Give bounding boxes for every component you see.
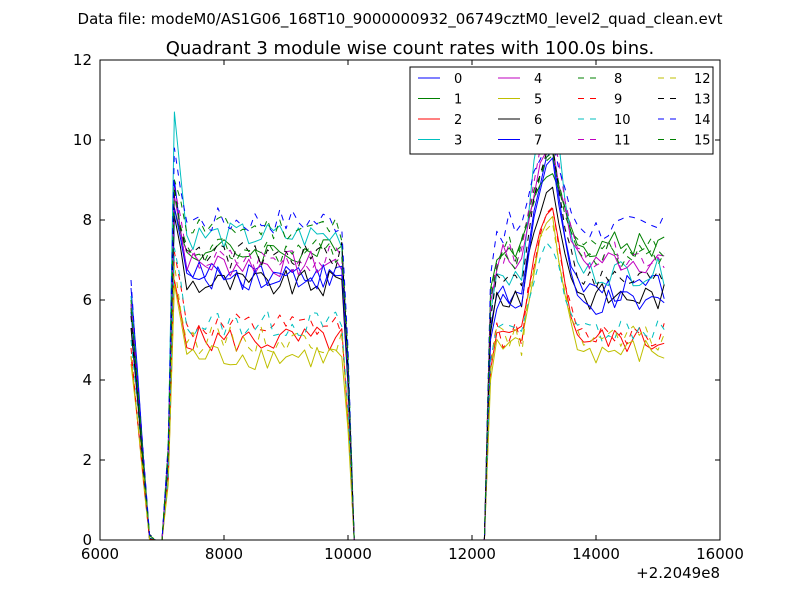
series-line-3 bbox=[130, 94, 665, 540]
series-line-10 bbox=[130, 241, 665, 540]
series-line-2 bbox=[130, 207, 665, 540]
legend-label: 10 bbox=[614, 113, 631, 128]
y-tick-label: 10 bbox=[73, 131, 92, 149]
y-tick-label: 6 bbox=[82, 291, 92, 309]
suptitle: Data file: modeM0/AS1G06_168T10_90000009… bbox=[78, 10, 723, 29]
legend-label: 7 bbox=[534, 134, 542, 149]
x-tick-label: 10000 bbox=[324, 545, 372, 563]
legend-label: 2 bbox=[454, 113, 462, 128]
legend-label: 8 bbox=[614, 72, 622, 87]
legend-label: 3 bbox=[454, 134, 462, 149]
legend-label: 14 bbox=[694, 113, 711, 128]
legend-label: 12 bbox=[694, 72, 711, 87]
y-tick-label: 0 bbox=[82, 531, 92, 549]
series-line-1 bbox=[130, 173, 665, 540]
y-tick-label: 2 bbox=[82, 451, 92, 469]
legend-label: 1 bbox=[454, 93, 462, 108]
legend-label: 13 bbox=[694, 93, 711, 108]
series-line-8 bbox=[130, 152, 665, 540]
series-line-12 bbox=[130, 222, 665, 540]
series-line-13 bbox=[130, 145, 665, 540]
series-line-7 bbox=[130, 157, 665, 540]
y-tick-label: 12 bbox=[73, 51, 92, 69]
legend-label: 4 bbox=[534, 72, 542, 87]
series-line-0 bbox=[130, 150, 665, 540]
chart-title: Quadrant 3 module wise count rates with … bbox=[166, 38, 655, 59]
series-line-15 bbox=[130, 154, 665, 540]
y-tick-label: 8 bbox=[82, 211, 92, 229]
series-line-4 bbox=[130, 145, 665, 540]
legend-label: 5 bbox=[534, 93, 542, 108]
legend-label: 9 bbox=[614, 93, 622, 108]
x-tick-label: 12000 bbox=[448, 545, 496, 563]
x-tick-label: 14000 bbox=[572, 545, 620, 563]
series-line-11 bbox=[130, 132, 665, 540]
series-line-9 bbox=[130, 206, 665, 540]
legend-label: 15 bbox=[694, 134, 711, 149]
x-tick-label: 6000 bbox=[81, 545, 119, 563]
series-line-6 bbox=[130, 186, 665, 540]
legend-label: 0 bbox=[454, 72, 462, 87]
x-tick-label: 16000 bbox=[696, 545, 744, 563]
legend-label: 11 bbox=[614, 134, 631, 149]
series-line-5 bbox=[130, 216, 665, 540]
x-offset-label: +2.2049e8 bbox=[636, 564, 720, 582]
y-tick-label: 4 bbox=[82, 371, 92, 389]
legend-label: 6 bbox=[534, 113, 542, 128]
series-layer bbox=[130, 94, 665, 540]
series-line-14 bbox=[130, 140, 665, 540]
x-tick-label: 8000 bbox=[205, 545, 243, 563]
